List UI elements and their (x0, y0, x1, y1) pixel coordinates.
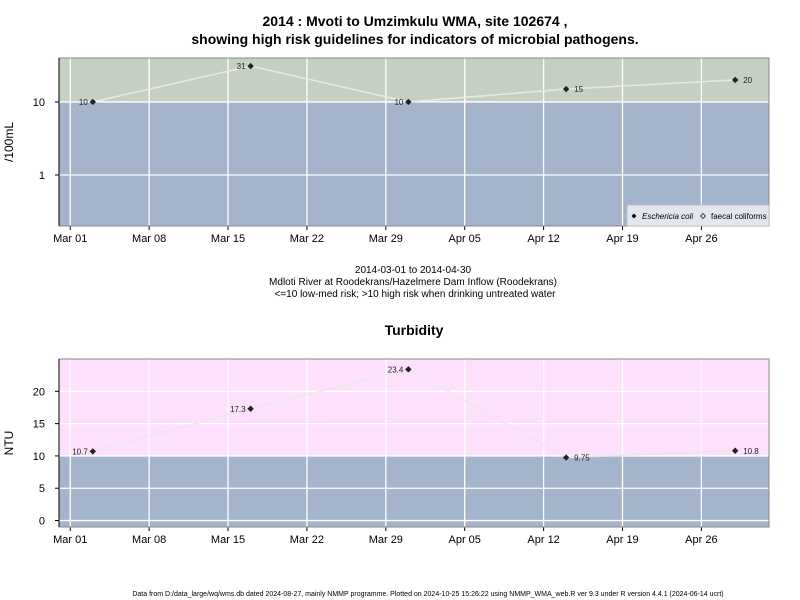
y-tick-label: 10 (33, 97, 45, 109)
x-tick-label: Apr 05 (449, 534, 481, 546)
footer-note: Data from D:/data_large/wq/wms.db dated … (132, 591, 723, 598)
risk-note-label: <=10 low-med risk; >10 high risk when dr… (275, 289, 557, 300)
main-title-line2: showing high risk guidelines for indicat… (191, 31, 638, 47)
data-point-marker (731, 447, 739, 454)
low-risk-band (59, 455, 769, 527)
data-point-marker (562, 85, 570, 93)
high-risk-band (59, 359, 769, 456)
y-tick-label: 15 (33, 419, 45, 431)
turbidity-panel: Mar 01 Mar 08 Mar 15 Mar 22 Mar 29 Apr 05 Apr … (2, 358, 770, 546)
x-tick-label: Mar 22 (290, 534, 324, 546)
data-point-marker (247, 62, 254, 70)
data-label: 17.3 (230, 405, 246, 414)
x-tick-label: Mar 15 (211, 534, 245, 546)
data-point-marker (89, 448, 97, 455)
y-tick-label: 1 (39, 170, 45, 182)
x-tick-label: Apr 12 (527, 534, 559, 546)
data-label: 10.7 (72, 447, 88, 456)
data-label: 23.4 (388, 365, 404, 374)
data-point-marker (247, 405, 254, 412)
x-tick-label: Apr 19 (606, 233, 638, 245)
y-tick-label: 20 (33, 386, 45, 398)
microbial-panel: Mar 01 Mar 08 Mar 15 Mar 22 Mar 29 Apr 05 Apr … (2, 57, 770, 245)
data-label: 10 (394, 98, 403, 107)
data-label: 10.8 (743, 447, 759, 456)
legend-entry-ecoli: Eschericia coli (642, 212, 693, 221)
legend-marker-ecoli (631, 213, 637, 219)
y-axis-label: NTU (2, 431, 16, 456)
x-tick-label: Mar 22 (290, 233, 324, 245)
x-tick-label: Mar 29 (369, 233, 403, 245)
x-tick-label: Apr 12 (527, 233, 559, 245)
data-label: 20 (743, 76, 752, 85)
data-point-marker (405, 98, 412, 106)
legend-entry-faecal: faecal coliforms (711, 212, 767, 221)
x-tick-label: Apr 05 (449, 233, 481, 245)
x-tick-label: Apr 19 (606, 534, 638, 546)
y-axis-label: /100mL (2, 122, 16, 162)
legend-marker-faecal (700, 213, 706, 219)
date-range-label: 2014-03-01 to 2014-04-30 (355, 265, 472, 276)
site-name-label: Mdloti River at Roodekrans/Hazelmere Dam… (269, 277, 557, 288)
high-risk-band (59, 58, 769, 102)
x-tick-label: Apr 26 (685, 534, 717, 546)
legend-box (626, 204, 770, 227)
data-point-marker (562, 454, 570, 461)
data-label: 31 (237, 62, 246, 71)
x-tick-label: Mar 01 (53, 233, 87, 245)
x-tick-label: Mar 15 (211, 233, 245, 245)
x-tick-label: Apr 26 (685, 233, 717, 245)
y-tick-label: 10 (33, 451, 45, 463)
data-label: 9.75 (574, 454, 590, 463)
main-title-line1: 2014 : Mvoti to Umzimkulu WMA, site 1026… (263, 13, 568, 29)
x-tick-label: Mar 08 (132, 233, 166, 245)
data-label: 10 (79, 98, 88, 107)
y-tick-label: 0 (39, 516, 45, 528)
data-label: 15 (574, 85, 583, 94)
x-tick-label: Mar 08 (132, 534, 166, 546)
y-tick-label: 5 (39, 483, 45, 495)
data-point-marker (89, 98, 97, 106)
data-point-marker (405, 366, 412, 373)
turbidity-title: Turbidity (385, 322, 444, 338)
data-point-marker (731, 76, 739, 84)
x-tick-label: Mar 01 (53, 534, 87, 546)
x-tick-label: Mar 29 (369, 534, 403, 546)
